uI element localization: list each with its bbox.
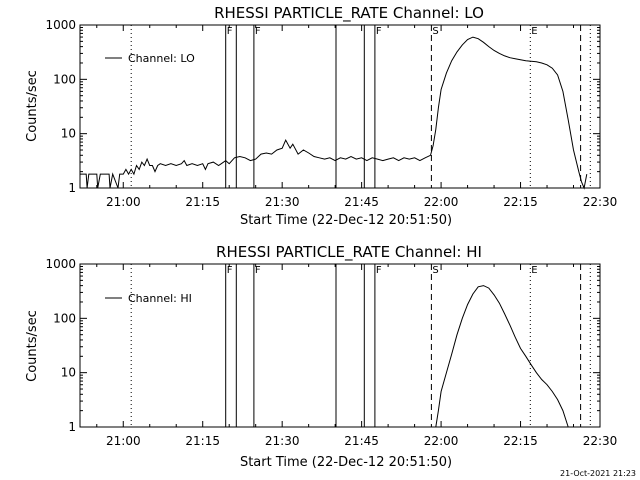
marker-label: F	[227, 265, 233, 276]
y-tick-label: 100	[53, 72, 76, 86]
marker-label: F	[376, 265, 382, 276]
y-axis: 1 10 100 1000	[45, 257, 600, 434]
legend-label: Channel: LO	[128, 52, 195, 65]
marker-label: F	[255, 265, 261, 276]
y-axis: 1 10 100 1000	[45, 18, 600, 195]
chart-title: RHESSI PARTICLE_RATE Channel: HI	[216, 243, 482, 262]
x-tick-label: 21:30	[265, 195, 300, 209]
x-axis: 21:00 21:15 21:30 21:45 22:00 22:15 22:30	[96, 25, 618, 209]
y-tick-label: 1	[68, 420, 76, 434]
marker-label: E	[531, 265, 537, 276]
x-tick-label: 21:45	[344, 195, 379, 209]
x-tick-label: 21:15	[185, 195, 220, 209]
x-tick-label: 22:00	[424, 434, 459, 448]
x-tick-label: 22:00	[424, 195, 459, 209]
marker-label: F	[227, 26, 233, 37]
x-axis: 21:00 21:15 21:30 21:45 22:00 22:15 22:30	[96, 264, 618, 448]
x-axis-label: Start Time (22-Dec-12 20:51:50)	[240, 455, 452, 470]
x-tick-label: 21:15	[185, 434, 220, 448]
x-axis-label: Start Time (22-Dec-12 20:51:50)	[240, 213, 452, 228]
series-line	[80, 36, 588, 190]
y-axis-label: Counts/sec	[25, 70, 40, 142]
x-tick-label: 21:45	[344, 434, 379, 448]
series-line	[435, 285, 569, 428]
y-tick-label: 100	[53, 311, 76, 325]
y-tick-label: 1	[68, 181, 76, 195]
panel-hi: RHESSI PARTICLE_RATE Channel: HI F F F S E 2…	[25, 243, 617, 470]
x-tick-label: 21:00	[106, 434, 141, 448]
y-tick-label: 1000	[45, 257, 76, 271]
x-tick-label: 21:30	[265, 434, 300, 448]
x-tick-label: 22:30	[583, 195, 618, 209]
marker-label: F	[255, 26, 261, 37]
marker-label: S	[432, 26, 438, 37]
footer-timestamp: 21-Oct-2021 21:23	[560, 469, 636, 478]
y-axis-label: Counts/sec	[25, 310, 40, 382]
plot-frame	[79, 24, 601, 189]
chart-title: RHESSI PARTICLE_RATE Channel: LO	[214, 4, 484, 23]
legend-label: Channel: HI	[128, 292, 192, 305]
x-tick-label: 22:30	[583, 434, 618, 448]
panel-lo: RHESSI PARTICLE_RATE Channel: LO F F F S E 2…	[25, 4, 617, 228]
x-tick-label: 21:00	[106, 195, 141, 209]
x-tick-label: 22:15	[503, 195, 538, 209]
plot-frame	[79, 263, 601, 428]
marker-label: S	[432, 265, 438, 276]
y-tick-label: 10	[61, 366, 76, 380]
x-tick-label: 22:15	[503, 434, 538, 448]
marker-label: E	[531, 26, 537, 37]
y-tick-label: 1000	[45, 18, 76, 32]
marker-label: F	[376, 26, 382, 37]
y-tick-label: 10	[61, 127, 76, 141]
